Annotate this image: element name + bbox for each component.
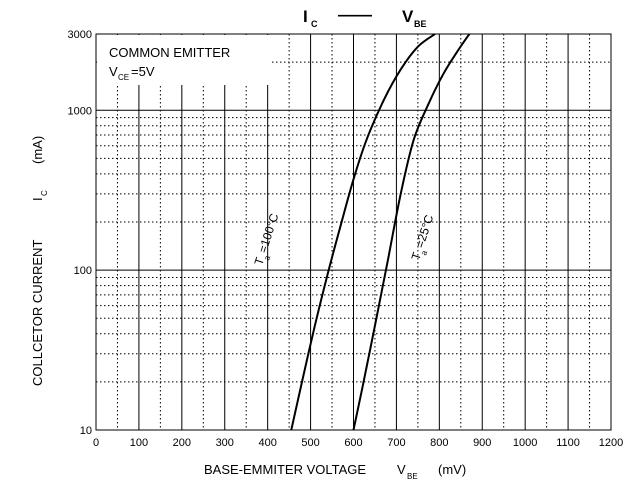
- y-axis-title: COLLCETOR CURRENT I C (mA): [30, 136, 49, 386]
- x-axis-title-symbol: V: [397, 462, 406, 477]
- series-group: [290, 33, 471, 431]
- x-tick-label: 300: [216, 437, 234, 449]
- curve-label-100-sub: a: [262, 254, 272, 262]
- curve-label-100-tail: =100°C: [256, 211, 282, 254]
- ticks: 0 100 200 300 400 500 600 700 800 900 1000 1100 1200…: [68, 29, 624, 449]
- x-tick-label: 700: [387, 437, 405, 449]
- curve-label-25-sub: a: [419, 249, 429, 257]
- y-axis-title-unit: (mA): [30, 136, 45, 164]
- annotation-vce-value: =5V: [131, 64, 155, 79]
- chart-title: I C —— V BE: [303, 5, 427, 29]
- title-x-sub: BE: [414, 19, 427, 29]
- curve-label-25: T a =25°C: [409, 213, 437, 262]
- y-axis-title-sub: C: [40, 190, 49, 196]
- x-axis-title-unit: (mV): [438, 462, 466, 477]
- annotation: COMMON EMITTER V CE =5V: [97, 35, 271, 85]
- grid: [96, 34, 611, 430]
- series-line-0: [290, 33, 436, 431]
- y-tick-label: 3000: [68, 29, 92, 41]
- curve-label-100: T a =100°C: [252, 211, 282, 267]
- x-tick-label: 100: [130, 437, 148, 449]
- y-tick-label: 100: [74, 265, 92, 277]
- x-tick-label: 1100: [556, 437, 580, 449]
- x-tick-label: 1000: [513, 437, 537, 449]
- x-tick-label: 600: [344, 437, 362, 449]
- y-axis-title-main: COLLCETOR CURRENT: [30, 240, 45, 386]
- title-y-symbol: I: [303, 7, 308, 26]
- y-axis-title-symbol: I: [30, 197, 45, 201]
- annotation-vce-sub: CE: [118, 73, 129, 82]
- title-dash: ——: [338, 5, 372, 24]
- x-tick-label: 1200: [599, 437, 623, 449]
- title-y-sub: C: [311, 19, 318, 29]
- x-tick-label: 200: [173, 437, 191, 449]
- curve-label-25-tail: =25°C: [413, 213, 437, 250]
- x-tick-label: 900: [473, 437, 491, 449]
- y-tick-label: 1000: [68, 105, 92, 117]
- plot-frame: [95, 33, 612, 431]
- x-tick-label: 0: [93, 437, 99, 449]
- x-axis-title: BASE-EMMITER VOLTAGE V BE (mV): [204, 462, 466, 481]
- title-x-symbol: V: [402, 7, 414, 26]
- curve-label-100-main: T: [252, 255, 268, 267]
- annotation-box: [97, 35, 271, 85]
- annotation-vce-symbol: V: [109, 64, 118, 79]
- series-line-1: [352, 33, 471, 431]
- x-axis-title-sub: BE: [407, 472, 418, 481]
- y-tick-label: 10: [80, 425, 92, 437]
- x-tick-label: 500: [301, 437, 319, 449]
- x-tick-label: 800: [430, 437, 448, 449]
- annotation-line1: COMMON EMITTER: [109, 45, 230, 60]
- x-tick-label: 400: [258, 437, 276, 449]
- x-axis-title-main: BASE-EMMITER VOLTAGE: [204, 462, 366, 477]
- curve-label-25-main: T: [409, 250, 425, 262]
